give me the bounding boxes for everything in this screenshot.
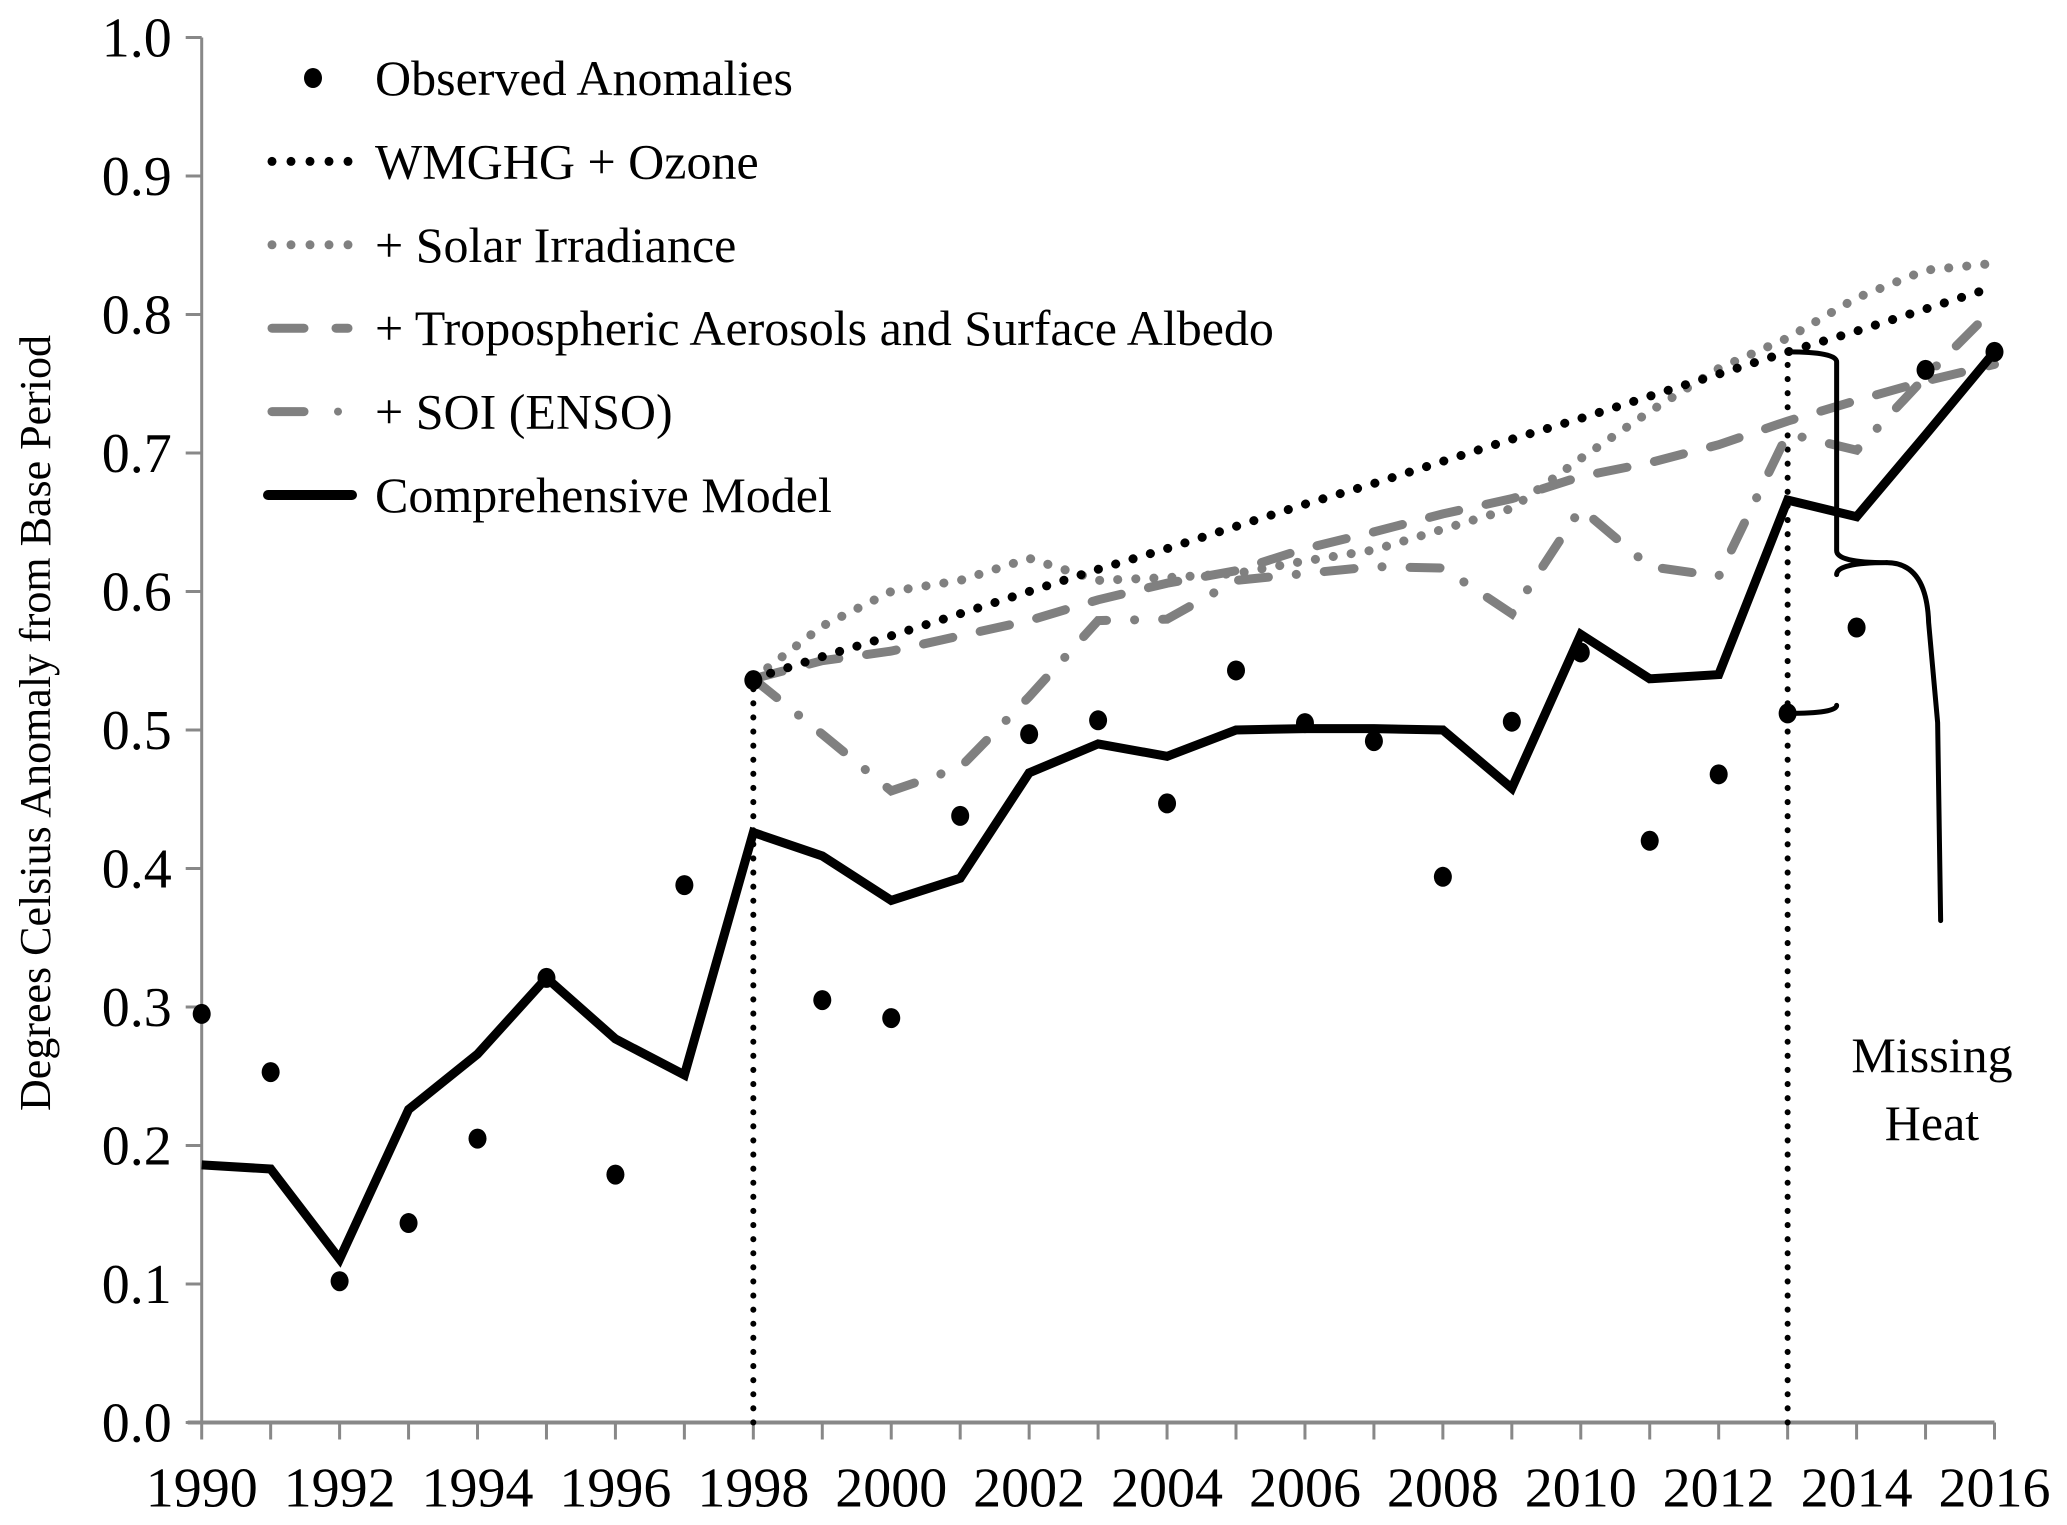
legend-swatch [343,156,353,166]
legend-swatch [343,240,353,250]
missing-heat-bracket [1785,349,1890,716]
x-tick-label: 1994 [422,1458,534,1520]
observed-point-1998 [744,670,763,691]
observed-point-1995 [537,967,556,988]
observed-point-1996 [606,1164,625,1185]
missing-heat-leader-line [1884,560,1944,924]
observed-point-2010 [1571,642,1590,663]
legend-item-comprehensive-model: Comprehensive Model [263,467,832,523]
y-tick-label: 0.9 [102,146,172,208]
legend-swatch [304,68,322,88]
observed-point-1994 [468,1128,487,1149]
y-tick-label: 0.5 [102,700,172,762]
observed-point-2015 [1916,359,1935,380]
y-tick-label: 0.6 [102,562,172,624]
y-tick-label: 0.8 [102,285,172,347]
missing-heat-label-line-1: Missing [1851,1027,2012,1083]
legend-swatch [267,240,277,250]
series-line-solar-irradiance [748,258,1999,684]
y-tick-label: 0.0 [102,1393,172,1455]
series-lines [201,258,1999,1268]
legend: Observed Anomalies WMGHG + Ozone + Solar I… [263,50,1274,523]
y-ticks: 0.0 0.1 0.2 0.3 0.4 0.5 0.6 0.7 0.8 0.9 1.0 [102,8,202,1455]
observed-point-1990 [192,1003,211,1024]
legend-label: WMGHG + Ozone [375,133,759,189]
legend-swatch [324,156,334,166]
y-tick-label: 0.1 [102,1254,172,1316]
legend-item-solar-irradiance: + Solar Irradiance [267,217,736,273]
y-tick-label: 0.3 [102,977,172,1039]
observed-point-1991 [261,1062,280,1083]
legend-item-wmghg-ozone: WMGHG + Ozone [267,133,759,189]
x-tick-label: 2000 [835,1458,947,1520]
legend-label: Comprehensive Model [375,467,832,523]
x-tick-label: 2016 [1939,1458,2051,1520]
axes: 0.00.10.20.30.40.50.60.70.80.91.0 1990 19… [102,8,2051,1520]
legend-item-soi-enso: + SOI (ENSO) [267,384,673,440]
x-tick-label: 2012 [1663,1458,1775,1520]
missing-heat-label-line-2: Heat [1885,1095,1979,1151]
y-axis-title: Degrees Celsius Anomaly from Base Period [11,335,60,1111]
x-tick-label: 1998 [697,1458,809,1520]
observed-point-2000 [882,1008,901,1029]
legend-swatch [286,156,296,166]
observed-point-2007 [1364,731,1383,752]
x-tick-label: 2002 [973,1458,1085,1520]
series-line-tropospheric-aerosols-and-surface-albedo [748,359,1999,684]
x-tick-label: 1992 [284,1458,396,1520]
y-tick-label: 0.7 [102,423,172,485]
x-ticks: 1990 1992 1994 1996 1998 2000 2002 2004 2006 2008… [146,1422,2051,1520]
observed-point-2001 [951,805,970,826]
legend-item-tropospheric-aerosols-and-surface-albedo: + Tropospheric Aerosols and Surface Albe… [267,300,1274,356]
x-tick-label: 2014 [1801,1458,1913,1520]
observed-point-2011 [1640,830,1659,851]
legend-label: + SOI (ENSO) [375,384,673,440]
y-tick-label: 0.2 [102,1116,172,1178]
observed-point-2006 [1295,713,1314,734]
y-tick-label: 0.4 [102,839,172,901]
legend-label: Observed Anomalies [375,50,793,106]
legend-swatch [305,156,315,166]
observed-point-1992 [330,1271,349,1292]
observed-point-1993 [399,1213,418,1234]
x-tick-label: 2006 [1249,1458,1361,1520]
observed-point-1999 [813,990,832,1011]
y-tick-label: 1.0 [102,8,172,70]
observed-point-2014 [1847,617,1866,638]
x-tick-label: 2008 [1387,1458,1499,1520]
observed-point-2008 [1433,866,1452,887]
legend-item-observed-anomalies: Observed Anomalies [304,50,793,106]
observed-point-2012 [1709,764,1728,785]
legend-label: + Tropospheric Aerosols and Surface Albe… [375,300,1274,356]
observed-point-2004 [1158,793,1177,814]
observed-point-1997 [675,875,694,896]
legend-swatch [334,407,342,416]
reference-lines [750,348,1791,1426]
x-tick-label: 2010 [1525,1458,1637,1520]
observed-points [192,341,2004,1292]
legend-label: + Solar Irradiance [375,217,736,273]
observed-point-2016 [1985,341,2004,362]
legend-swatch [305,240,315,250]
legend-swatch [286,240,296,250]
missing-heat-annotation: Missing Heat [1785,349,2013,1151]
x-tick-label: 1990 [146,1458,258,1520]
legend-swatch [267,156,277,166]
observed-point-2009 [1502,711,1521,732]
observed-point-2005 [1227,660,1246,681]
observed-point-2002 [1020,724,1039,745]
x-tick-label: 2004 [1111,1458,1223,1520]
series-line-soi-enso [748,303,1999,796]
x-tick-label: 1996 [559,1458,671,1520]
series-line-comprehensive-model [201,349,1998,1268]
legend-swatch [324,240,334,250]
observed-point-2003 [1089,710,1108,731]
